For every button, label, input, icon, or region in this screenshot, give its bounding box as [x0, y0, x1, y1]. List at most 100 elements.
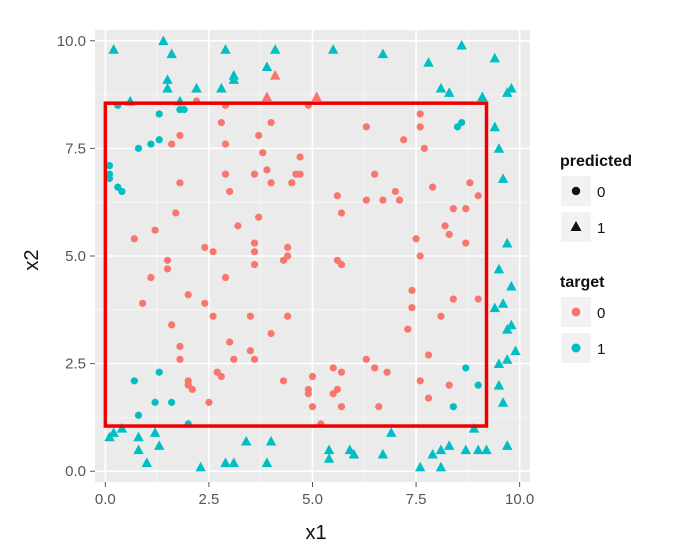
point-circle [176, 355, 184, 363]
point-triangle [460, 444, 471, 455]
point-circle [445, 381, 453, 389]
point-circle [337, 368, 346, 376]
point-triangle [220, 457, 231, 468]
y-tick-label: 7.5 [65, 140, 86, 157]
point-triangle [158, 35, 169, 46]
legend-predicted-label-0: 0 [597, 184, 605, 201]
point-triangle [386, 427, 397, 437]
point-triangle [493, 143, 505, 153]
point-triangle [502, 323, 513, 334]
point-circle [221, 170, 230, 178]
point-circle [424, 351, 433, 359]
point-triangle [108, 427, 119, 437]
point-triangle [133, 431, 144, 442]
legend-predicted: predicted 0 1 [560, 153, 632, 242]
point-circle [441, 222, 449, 230]
point-circle [288, 179, 296, 187]
point-triangle [497, 397, 509, 407]
point-circle [147, 140, 155, 148]
point-circle [337, 261, 346, 269]
point-triangle [154, 440, 165, 450]
point-triangle [162, 82, 173, 93]
point-triangle [435, 461, 447, 472]
point-circle [217, 372, 225, 381]
point-circle [337, 209, 346, 217]
legend-triangle-icon [570, 221, 582, 231]
point-triangle [141, 457, 152, 468]
point-circle [255, 131, 263, 140]
x-tick-label: 0.0 [95, 491, 116, 508]
point-triangle [502, 354, 513, 364]
point-circle [209, 248, 217, 256]
point-triangle [502, 237, 513, 248]
point-triangle [348, 448, 360, 459]
point-circle [412, 235, 420, 243]
point-circle [383, 368, 391, 376]
point-triangle [506, 280, 517, 291]
point-circle [420, 144, 428, 152]
point-triangle [510, 345, 521, 356]
point-triangle [423, 57, 434, 67]
point-triangle [497, 173, 509, 183]
point-circle [230, 355, 238, 363]
point-circle [155, 136, 163, 144]
point-circle [379, 196, 387, 204]
point-circle [474, 192, 482, 200]
point-circle [416, 252, 424, 260]
point-circle [163, 265, 172, 273]
point-triangle [489, 121, 500, 132]
x-axis-title: x1 [305, 522, 326, 544]
point-circle [375, 403, 383, 411]
point-circle [147, 273, 155, 282]
x-tick-label: 10.0 [505, 491, 534, 508]
point-circle [279, 377, 288, 385]
point-triangle [191, 82, 202, 93]
point-triangle [216, 82, 227, 93]
point-circle [416, 123, 424, 131]
point-circle [400, 136, 408, 144]
point-circle [462, 239, 470, 247]
point-circle [296, 153, 304, 161]
point-circle [449, 205, 457, 213]
point-circle [151, 398, 159, 406]
point-triangle [489, 52, 500, 63]
point-circle [176, 131, 184, 140]
point-circle [205, 398, 213, 406]
point-triangle [493, 358, 505, 369]
point-triangle [228, 457, 239, 468]
point-triangle [456, 39, 467, 50]
point-circle [362, 196, 370, 204]
legend-target: target 0 1 [560, 274, 605, 363]
x-tick-label: 5.0 [302, 491, 323, 508]
point-triangle [116, 422, 128, 433]
point-triangle [377, 48, 389, 59]
x-tick-label: 7.5 [406, 491, 427, 508]
point-triangle [427, 448, 438, 459]
point-triangle [435, 444, 447, 455]
point-circle [416, 377, 424, 385]
point-circle [155, 110, 163, 118]
point-circle [474, 295, 482, 303]
point-triangle [473, 444, 484, 455]
point-triangle [149, 427, 161, 437]
point-circle [139, 299, 147, 307]
point-circle [304, 390, 312, 398]
point-triangle [477, 91, 488, 102]
point-circle [267, 179, 275, 187]
point-triangle [502, 440, 513, 450]
point-triangle [311, 91, 322, 102]
point-triangle [489, 302, 500, 313]
legend-circle-icon [571, 186, 581, 196]
point-circle [408, 304, 416, 312]
point-circle [151, 226, 159, 234]
point-circle [371, 364, 379, 372]
point-circle [250, 355, 259, 363]
point-circle [333, 192, 341, 200]
point-circle [234, 222, 242, 230]
point-circle [371, 170, 379, 178]
x-axis-ticks: 0.0 2.5 5.0 7.5 10.0 [95, 482, 534, 508]
point-triangle [323, 453, 335, 463]
point-circle [105, 162, 114, 170]
point-circle [308, 403, 317, 411]
point-circle [333, 385, 341, 394]
